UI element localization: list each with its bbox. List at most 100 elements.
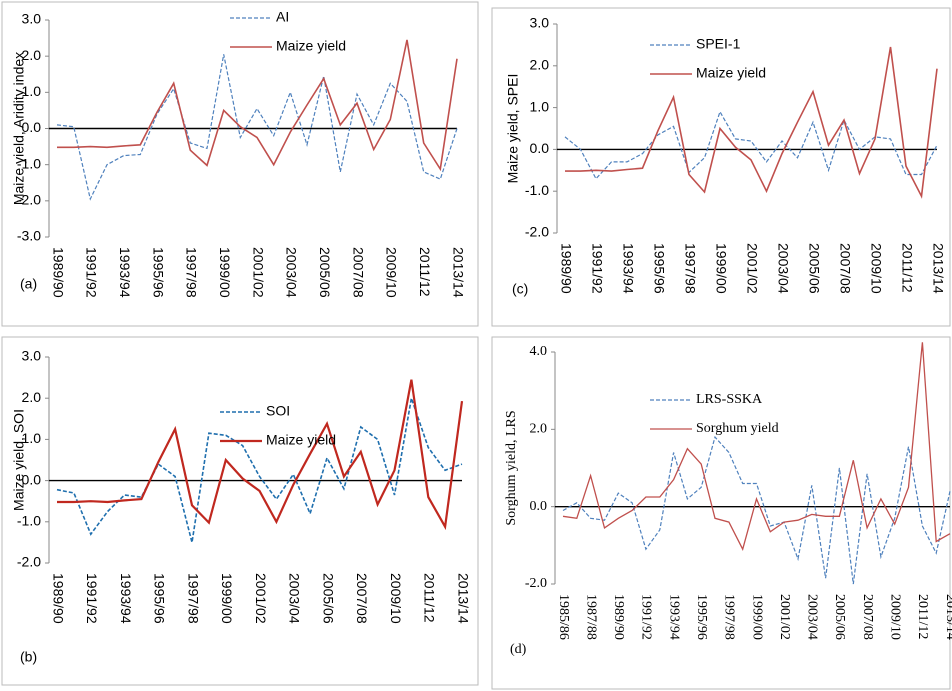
x-tick-label: 1985/86	[556, 594, 571, 640]
x-tick-label: 2003/04	[775, 243, 791, 294]
y-tick-label: -1.0	[525, 182, 549, 198]
x-tick-label: 2003/04	[805, 594, 820, 640]
x-tick-label: 2011/12	[422, 573, 438, 623]
x-tick-label: 1995/96	[651, 243, 667, 294]
panel: Maize yield, SPEI (c) -2.0 -1.0 0.0 1.0 2.0 3.0…	[491, 7, 951, 327]
x-tick-label: 2009/10	[388, 573, 404, 624]
x-tick-label: 1991/92	[589, 243, 605, 294]
legend-label: AI	[276, 9, 289, 25]
x-tick-label: 1989/90	[50, 573, 66, 624]
legend-label: SPEI-1	[696, 36, 741, 52]
y-axis-label: Maize yield, SPEI	[505, 74, 521, 184]
legend-label: Maize yield	[696, 65, 766, 81]
legend-label: SOI	[266, 403, 290, 419]
x-tick-label: 2007/08	[837, 243, 853, 294]
x-tick-label: 1999/00	[713, 243, 729, 294]
x-tick-label: 2007/08	[350, 247, 366, 298]
x-tick-label: 1995/96	[150, 247, 166, 298]
series-line	[565, 46, 938, 199]
y-tick-label: -2.0	[17, 192, 41, 208]
y-axis-label: Maize yield, Aridity index	[11, 52, 27, 205]
x-tick-label: 1991/92	[84, 573, 100, 624]
series-line	[56, 397, 463, 543]
y-tick-label: 2.0	[530, 422, 548, 437]
series-line	[562, 342, 951, 551]
y-tick-label: 1.0	[22, 83, 42, 99]
y-tick-label: 0.0	[530, 499, 548, 514]
x-tick-label: 1993/94	[118, 573, 134, 624]
panel: Sorghum yield, LRS (d) -2.0 0.0 2.0 4.0 1985/8…	[491, 336, 952, 690]
x-tick-label: 2009/10	[887, 594, 902, 640]
y-tick-label: -1.0	[17, 513, 41, 529]
x-tick-label: 2005/06	[832, 594, 847, 640]
x-tick-label: 1989/90	[611, 594, 626, 640]
panel-border	[1, 336, 479, 686]
x-tick-label: 2011/12	[915, 594, 930, 639]
panel: Maize yield, SOI (b) -2.0 -1.0 0.0 1.0 2.0 3.0 1…	[1, 336, 479, 686]
y-tick-label: -2.0	[525, 576, 547, 591]
x-tick-label: 1987/88	[583, 594, 598, 640]
x-tick-label: 2007/08	[860, 594, 875, 640]
x-tick-label: 2013/14	[930, 243, 946, 294]
x-tick-label: 2003/04	[287, 573, 303, 624]
x-tick-label: 2005/06	[317, 247, 333, 298]
x-tick-label: 1993/94	[117, 247, 133, 298]
x-tick-label: 1993/94	[620, 243, 636, 294]
x-tick-label: 1997/98	[185, 573, 201, 624]
y-tick-label: -1.0	[17, 155, 41, 171]
x-tick-label: 1989/90	[558, 243, 574, 294]
x-tick-label: 2009/10	[868, 243, 884, 294]
x-tick-label: 2001/02	[777, 594, 792, 640]
series-line	[57, 379, 464, 531]
panel-border	[491, 7, 951, 327]
series-line	[562, 435, 951, 585]
y-tick-label: 2.0	[530, 57, 550, 73]
x-tick-label: 1993/94	[666, 594, 681, 640]
y-tick-label: 0.0	[22, 471, 42, 487]
series-line	[56, 54, 458, 201]
x-tick-label: 1999/00	[217, 247, 233, 298]
series-line	[57, 39, 458, 172]
x-tick-label: 1995/96	[152, 573, 168, 624]
y-tick-label: 0.0	[530, 140, 550, 156]
y-tick-label: 3.0	[22, 11, 42, 27]
panel-label: (d)	[510, 642, 527, 657]
panel-border	[491, 336, 951, 690]
x-tick-label: 2013/14	[450, 247, 466, 298]
x-tick-label: 1989/90	[50, 247, 66, 298]
y-tick-label: -3.0	[17, 228, 41, 244]
legend-label: Maize yield	[276, 38, 346, 54]
x-tick-label: 2011/12	[417, 247, 433, 297]
y-tick-label: 1.0	[22, 430, 42, 446]
x-tick-label: 1991/92	[639, 594, 654, 640]
x-tick-label: 2005/06	[320, 573, 336, 624]
y-axis-label: Sorghum yield, LRS	[504, 410, 519, 525]
panel-label: (a)	[20, 276, 37, 292]
panel: Maize yield, Aridity index (a) -3.0 -2.0 -1.…	[1, 1, 479, 327]
x-tick-label: 1997/98	[184, 247, 200, 298]
x-tick-label: 2011/12	[899, 243, 915, 293]
y-axis-label: Maize yield, SOI	[11, 409, 27, 511]
x-tick-label: 1999/00	[219, 573, 235, 624]
x-tick-label: 1997/98	[722, 594, 737, 640]
x-tick-label: 1991/92	[84, 247, 100, 298]
x-tick-label: 1997/98	[682, 243, 698, 294]
legend-label: Sorghum yield	[696, 421, 779, 436]
y-tick-label: 2.0	[22, 47, 42, 63]
panel-label: (c)	[512, 281, 528, 297]
legend-label: LRS-SSKA	[696, 392, 763, 407]
x-tick-label: 2005/06	[806, 243, 822, 294]
x-tick-label: 1999/00	[749, 594, 764, 640]
series-line	[564, 110, 938, 180]
y-tick-label: 0.0	[22, 119, 42, 135]
y-tick-label: 4.0	[530, 344, 548, 359]
x-tick-label: 2013/14	[943, 594, 952, 640]
y-tick-label: 3.0	[530, 15, 550, 31]
y-tick-label: -2.0	[17, 554, 41, 570]
x-tick-label: 2013/14	[455, 573, 471, 624]
panel-border	[1, 1, 479, 327]
x-tick-label: 2001/02	[250, 247, 266, 298]
x-tick-label: 2001/02	[253, 573, 269, 624]
